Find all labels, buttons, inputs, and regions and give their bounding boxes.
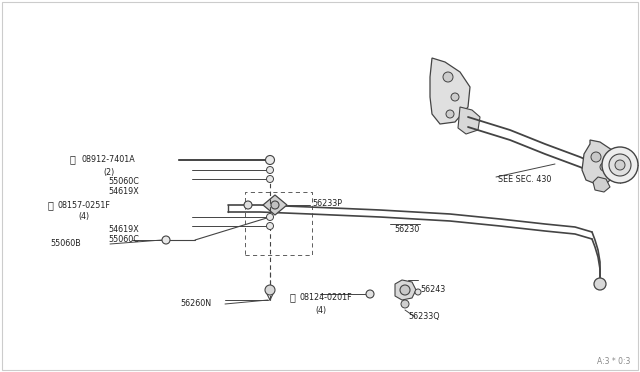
Text: 56230: 56230 — [394, 225, 419, 234]
Circle shape — [271, 201, 279, 209]
Text: SEE SEC. 430: SEE SEC. 430 — [498, 176, 552, 185]
Text: 08124-0201F: 08124-0201F — [300, 292, 353, 301]
Text: 55060C: 55060C — [108, 177, 139, 186]
Circle shape — [266, 214, 273, 221]
Text: 56243: 56243 — [420, 285, 445, 295]
Circle shape — [615, 160, 625, 170]
Polygon shape — [395, 280, 416, 300]
Circle shape — [446, 110, 454, 118]
Text: 56233Q: 56233Q — [408, 312, 440, 321]
Text: 08912-7401A: 08912-7401A — [82, 154, 136, 164]
Text: 56260N: 56260N — [180, 299, 211, 308]
Polygon shape — [458, 107, 480, 134]
Text: 55060B: 55060B — [50, 240, 81, 248]
Circle shape — [266, 167, 273, 173]
Circle shape — [451, 93, 459, 101]
Circle shape — [266, 222, 273, 230]
Text: ⓝ: ⓝ — [70, 154, 76, 164]
Text: 08157-0251F: 08157-0251F — [58, 201, 111, 209]
Text: Ⓒ: Ⓒ — [48, 200, 54, 210]
Circle shape — [266, 155, 275, 164]
Circle shape — [415, 289, 421, 295]
Circle shape — [265, 285, 275, 295]
Polygon shape — [263, 195, 287, 215]
Text: (4): (4) — [315, 305, 326, 314]
Circle shape — [162, 236, 170, 244]
Circle shape — [401, 300, 409, 308]
Circle shape — [400, 285, 410, 295]
Polygon shape — [593, 177, 610, 192]
Circle shape — [609, 154, 631, 176]
Text: (4): (4) — [78, 212, 89, 221]
Text: (2): (2) — [103, 167, 115, 176]
Circle shape — [266, 176, 273, 183]
Circle shape — [443, 72, 453, 82]
Circle shape — [591, 152, 601, 162]
Circle shape — [602, 147, 638, 183]
Circle shape — [600, 163, 608, 171]
Circle shape — [594, 278, 606, 290]
Polygon shape — [582, 140, 618, 184]
Text: 56233P: 56233P — [312, 199, 342, 208]
Text: A:3 * 0:3: A:3 * 0:3 — [596, 357, 630, 366]
Circle shape — [244, 201, 252, 209]
Text: Ⓒ: Ⓒ — [290, 292, 296, 302]
Circle shape — [366, 290, 374, 298]
Polygon shape — [430, 58, 470, 124]
Text: 54619X: 54619X — [108, 224, 139, 234]
Text: 54619X: 54619X — [108, 187, 139, 196]
Text: 55060C: 55060C — [108, 234, 139, 244]
